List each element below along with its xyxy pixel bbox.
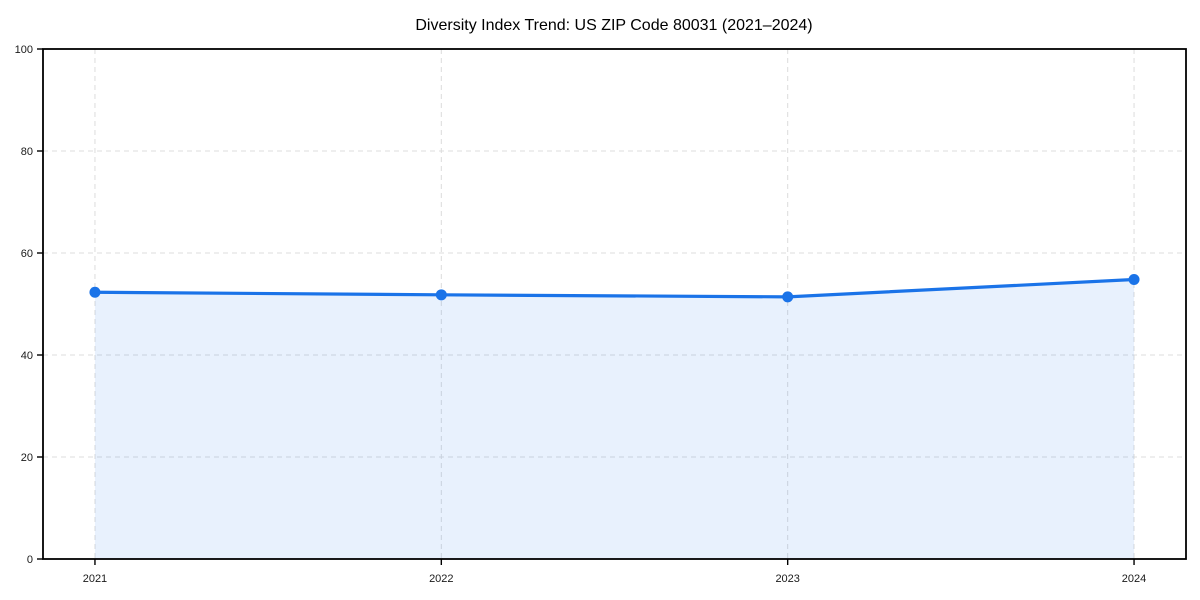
- plot-border: [42, 48, 1187, 560]
- y-tick-label: 40: [21, 350, 33, 362]
- area-fill: [94, 279, 1135, 559]
- data-point-marker: [89, 286, 101, 298]
- area-fill-layer: [94, 279, 1135, 559]
- axes-layer: [42, 48, 1187, 560]
- chart-title: Diversity Index Trend: US ZIP Code 80031…: [415, 17, 812, 34]
- series-layer: [89, 274, 1140, 303]
- x-tick-label: 2022: [429, 573, 453, 585]
- trend-line: [93, 277, 1136, 299]
- y-tick-label: 100: [15, 44, 33, 56]
- x-tick-label: 2021: [83, 573, 107, 585]
- y-tick-label: 20: [21, 452, 33, 464]
- y-tick-label: 80: [21, 146, 33, 158]
- gridlines-layer: [43, 49, 1186, 559]
- ticks-layer: [37, 48, 1135, 565]
- x-tick-label: 2024: [1122, 573, 1146, 585]
- y-tick-label: 60: [21, 248, 33, 260]
- y-tick-label: 0: [27, 554, 33, 566]
- tick-labels-layer: 2021 2022 2023 2024 0 20 40 60 80 100: [15, 44, 1147, 585]
- data-point-marker: [1128, 274, 1140, 286]
- data-point-marker: [782, 291, 794, 303]
- x-tick-label: 2023: [775, 573, 799, 585]
- data-point-marker: [435, 289, 447, 301]
